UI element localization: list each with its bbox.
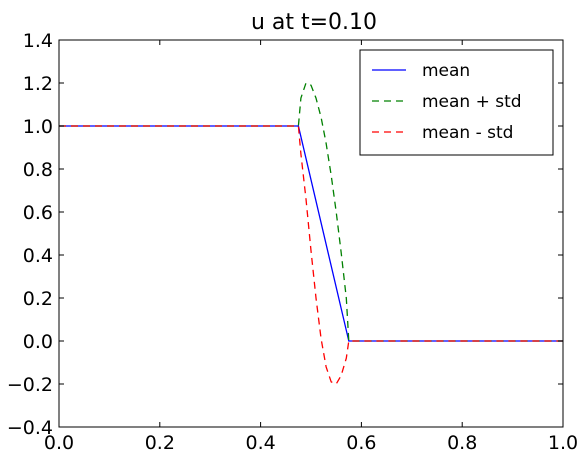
series-line-3 bbox=[59, 125, 563, 385]
series-line-1 bbox=[59, 125, 563, 342]
legend: mean mean + std mean - std bbox=[359, 49, 554, 156]
y-tick-label: 0.4 bbox=[23, 245, 53, 267]
y-tick-label: −0.4 bbox=[7, 417, 53, 439]
y-tick-label: 1.2 bbox=[23, 73, 53, 95]
y-tick-label: 0.2 bbox=[23, 288, 53, 310]
series-layer bbox=[59, 82, 563, 385]
plot-frame bbox=[58, 39, 564, 428]
y-tick-label: 0.6 bbox=[23, 202, 53, 224]
y-tick-label: −0.2 bbox=[7, 374, 53, 396]
legend-label-1: mean bbox=[422, 61, 470, 81]
y-tick-label: 1.0 bbox=[23, 116, 53, 138]
legend-label-3: mean - std bbox=[422, 123, 513, 143]
chart-title: u at t=0.10 bbox=[251, 10, 377, 35]
x-tick-label: 0.4 bbox=[245, 432, 275, 454]
series-line-2 bbox=[59, 82, 563, 342]
x-tick-label: 0.6 bbox=[346, 432, 376, 454]
ticks-layer: 0.0 0.2 0.4 0.6 0.8 1.0 −0.4 −0.2 0.0 0.2 0.4 0.6 0.… bbox=[7, 30, 578, 454]
x-tick-label: 0.0 bbox=[44, 432, 74, 454]
y-tick-label: 0.0 bbox=[23, 331, 53, 353]
x-tick-label: 0.8 bbox=[447, 432, 477, 454]
x-tick-label: 0.2 bbox=[145, 432, 175, 454]
y-tick-label: 1.4 bbox=[23, 30, 53, 52]
y-tick-label: 0.8 bbox=[23, 159, 53, 181]
x-tick-label: 1.0 bbox=[548, 432, 578, 454]
legend-label-2: mean + std bbox=[422, 92, 522, 112]
legend-box bbox=[359, 49, 554, 156]
